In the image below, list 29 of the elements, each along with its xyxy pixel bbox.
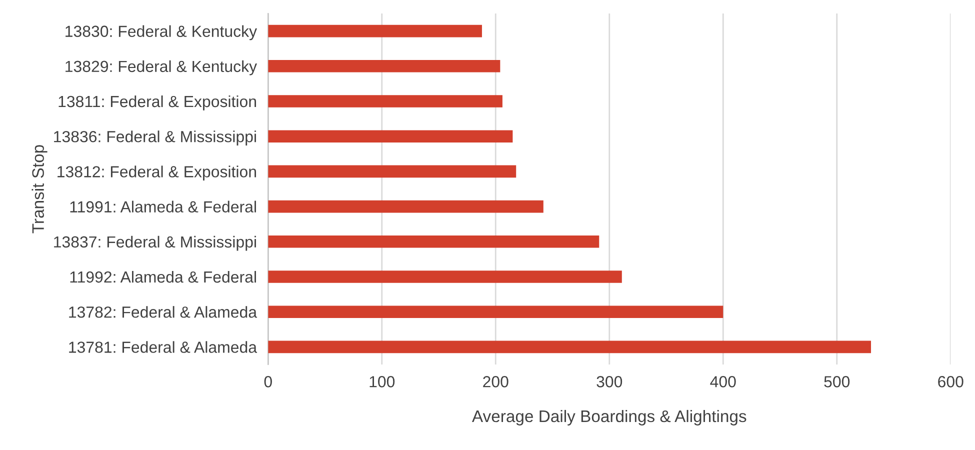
bar: [268, 24, 482, 38]
y-tick-label: 13781: Federal & Alameda: [69, 341, 258, 353]
x-tick-label: 0: [264, 376, 272, 388]
bar: [268, 270, 622, 283]
y-tick-label: 13830: Federal & Kentucky: [66, 25, 257, 40]
x-axis-title: Average Daily Boardings & Alightings: [472, 410, 746, 426]
bar: [268, 340, 871, 354]
y-tick-label: 13782: Federal & Alameda: [69, 306, 258, 318]
y-axis-title: Transit Stop: [32, 145, 48, 234]
bar: [268, 60, 500, 72]
x-tick-label: 300: [596, 376, 622, 388]
bar: [268, 95, 502, 108]
y-tick-label: 13836: Federal & Mississippi: [54, 130, 256, 146]
x-tick-label: 100: [370, 376, 395, 388]
bar: [268, 130, 513, 142]
x-tick-label: 600: [938, 376, 964, 388]
y-tick-label: 13812: Federal & Exposition: [58, 166, 256, 181]
bar: [268, 236, 600, 248]
bar: [268, 165, 516, 178]
bar: [268, 200, 544, 213]
x-tick-label: 500: [824, 376, 850, 388]
x-tick-label: 200: [483, 376, 508, 388]
y-tick-label: 11992: Alameda & Federal: [70, 270, 256, 283]
y-tick-label: 13837: Federal & Mississippi: [54, 236, 256, 251]
y-tick-label: 13829: Federal & Kentucky: [66, 60, 257, 76]
x-tick-label: 400: [710, 376, 736, 388]
y-tick-label: 11991: Alameda & Federal: [70, 200, 256, 212]
bar: [268, 306, 724, 318]
y-tick-label: 13811: Federal & Exposition: [58, 95, 256, 110]
